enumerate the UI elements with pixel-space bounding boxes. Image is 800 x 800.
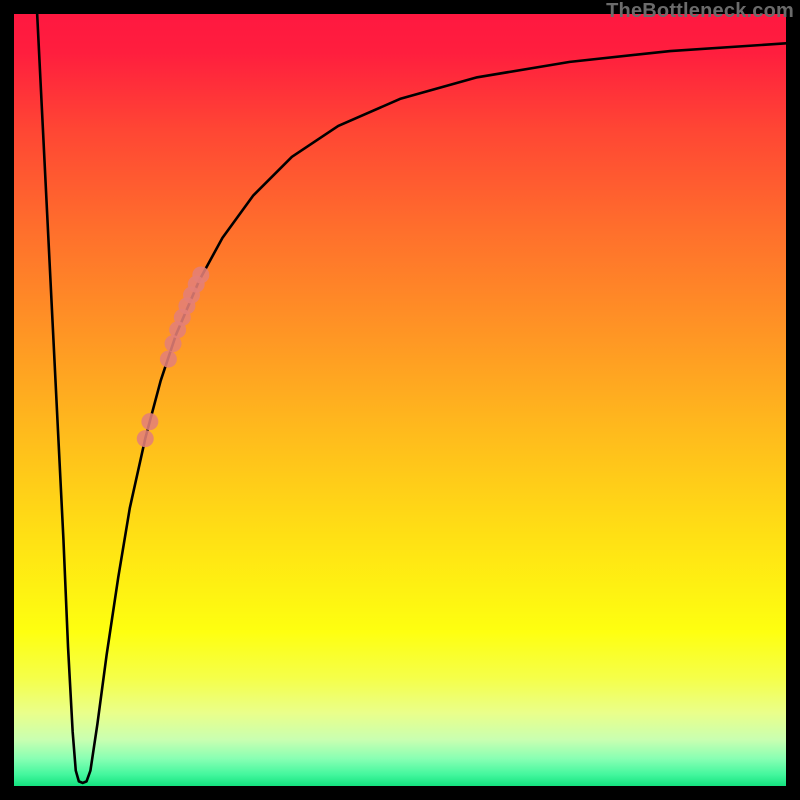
data-marker — [137, 430, 154, 447]
data-marker — [160, 351, 177, 368]
data-marker — [192, 266, 209, 283]
plot-background — [14, 14, 786, 786]
watermark-label: TheBottleneck.com — [606, 0, 794, 23]
bottleneck-chart — [0, 0, 800, 800]
data-marker — [141, 413, 158, 430]
chart-container: { "meta": { "watermark": "TheBottleneck.… — [0, 0, 800, 800]
